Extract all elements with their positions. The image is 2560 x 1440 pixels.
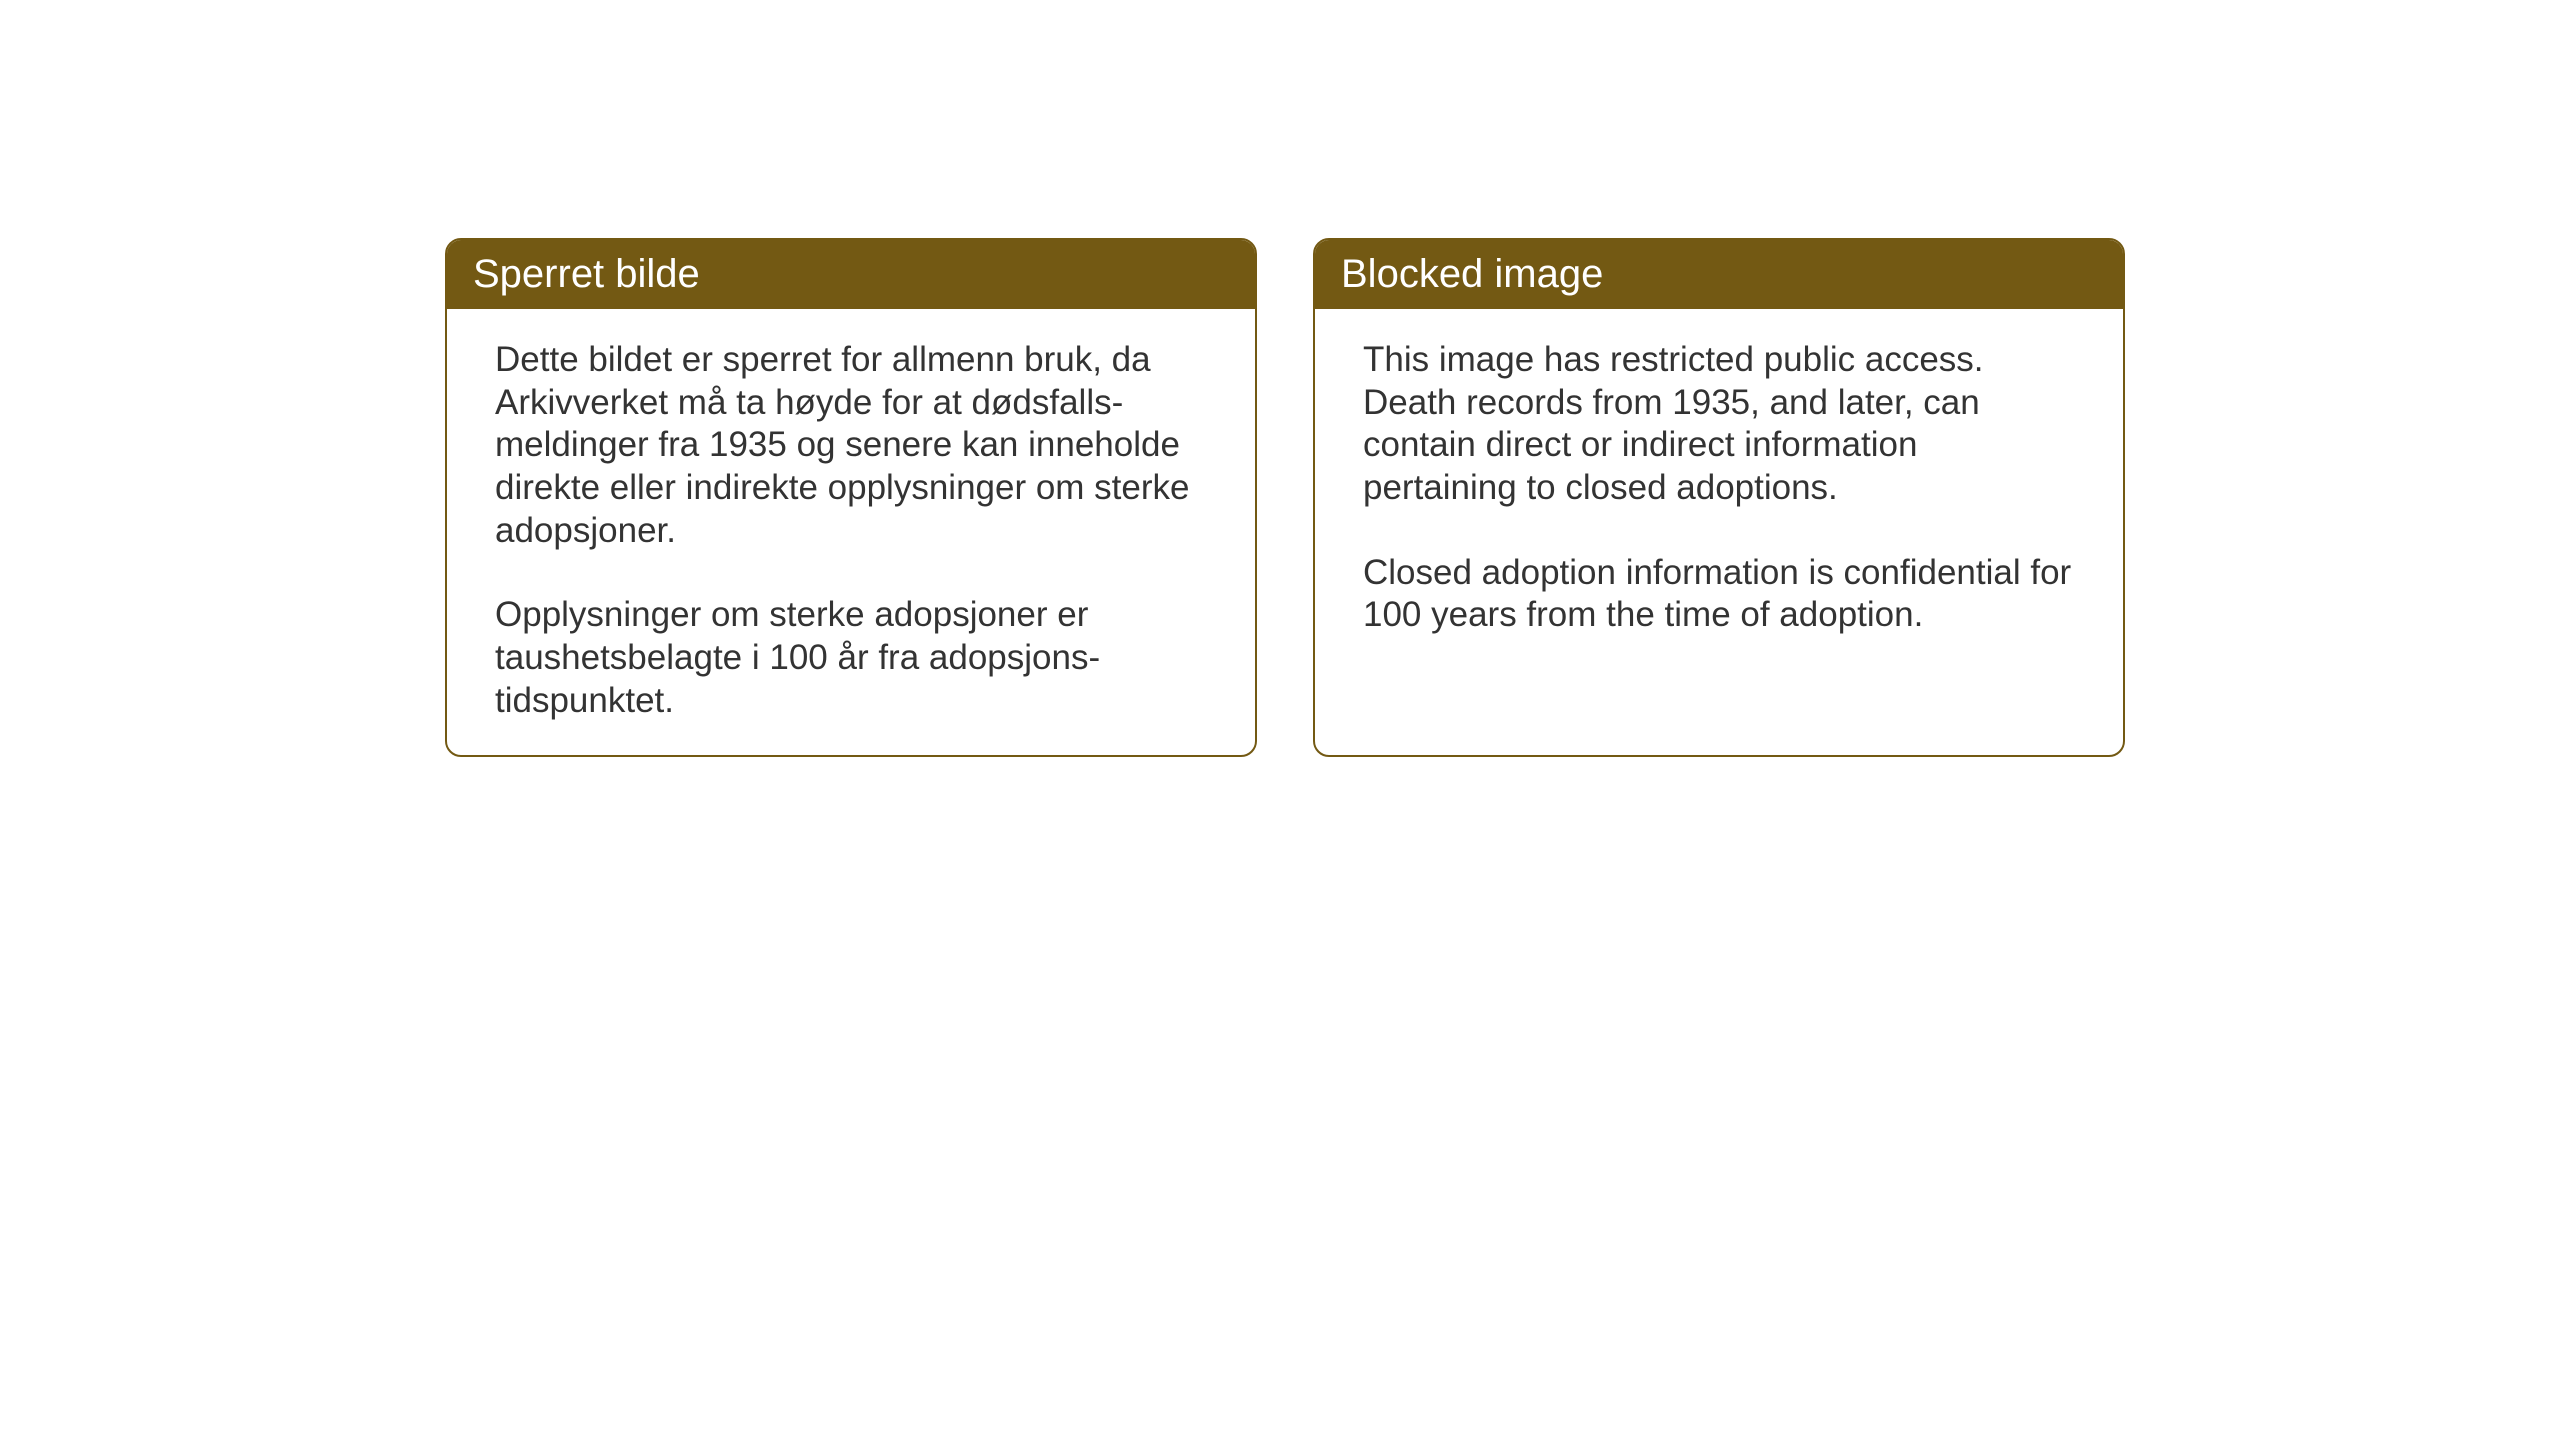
notice-paragraph-2-norwegian: Opplysninger om sterke adopsjoner er tau… — [495, 594, 1207, 722]
notice-header-norwegian: Sperret bilde — [447, 240, 1255, 309]
notice-title-english: Blocked image — [1341, 252, 1603, 296]
notice-box-norwegian: Sperret bilde Dette bildet er sperret fo… — [445, 238, 1257, 757]
notice-paragraph-2-english: Closed adoption information is confident… — [1363, 552, 2075, 637]
notice-body-norwegian: Dette bildet er sperret for allmenn bruk… — [447, 309, 1255, 755]
notice-box-english: Blocked image This image has restricted … — [1313, 238, 2125, 757]
notice-body-english: This image has restricted public access.… — [1315, 309, 2123, 755]
notice-title-norwegian: Sperret bilde — [473, 252, 700, 296]
notice-paragraph-1-english: This image has restricted public access.… — [1363, 339, 2075, 510]
notice-paragraph-1-norwegian: Dette bildet er sperret for allmenn bruk… — [495, 339, 1207, 552]
notice-header-english: Blocked image — [1315, 240, 2123, 309]
notices-container: Sperret bilde Dette bildet er sperret fo… — [445, 238, 2125, 757]
